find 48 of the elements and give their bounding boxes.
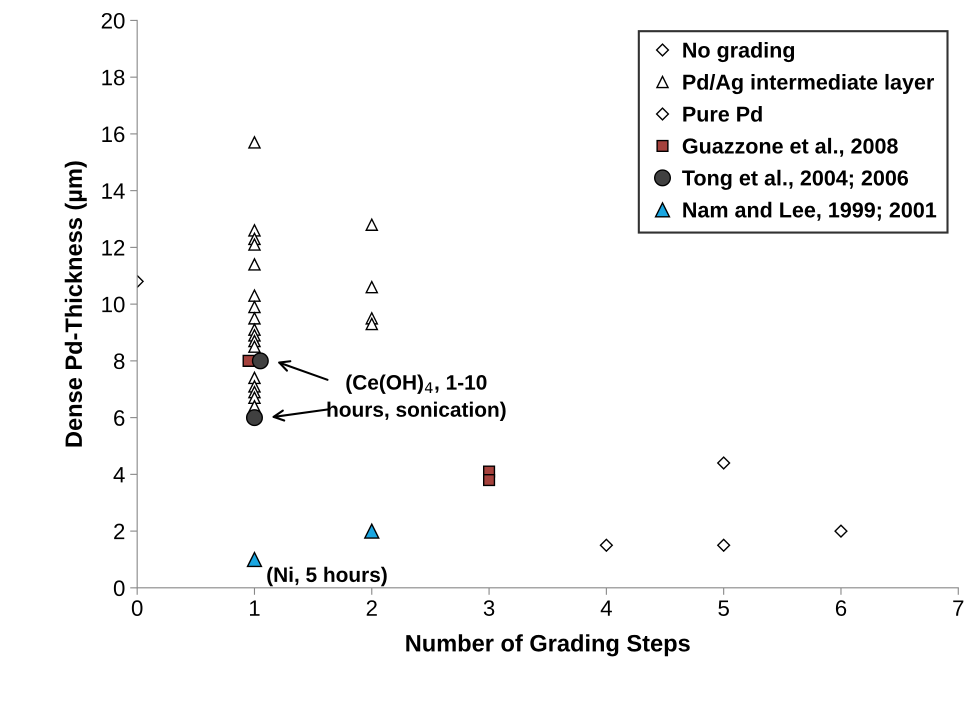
x-tick-label: 0 bbox=[132, 600, 142, 616]
legend-label: Nam and Lee, 1999; 2001 bbox=[683, 202, 936, 221]
point bbox=[717, 538, 730, 552]
legend-label: Guazzone et al., 2008 bbox=[682, 138, 898, 157]
x-tick-label: 4 bbox=[600, 600, 612, 616]
point bbox=[248, 312, 261, 325]
y-tick-label: 14 bbox=[102, 183, 125, 199]
y-tick-label: 2 bbox=[114, 524, 124, 540]
x-tick-label: 3 bbox=[484, 600, 494, 616]
y-tick-label: 16 bbox=[102, 126, 124, 142]
point bbox=[248, 136, 261, 149]
y-tick-label: 4 bbox=[114, 467, 125, 482]
x-tick-label: 2 bbox=[366, 600, 377, 616]
legend-label: Pd/Ag intermediate layer bbox=[683, 74, 934, 94]
point bbox=[366, 218, 378, 231]
y-tick-label: 8 bbox=[114, 353, 124, 370]
x-axis-title: Number of Grading Steps bbox=[406, 634, 690, 656]
point bbox=[366, 318, 378, 330]
legend-label: No grading bbox=[683, 42, 794, 62]
point bbox=[717, 456, 730, 470]
point bbox=[364, 523, 380, 539]
point bbox=[366, 280, 378, 294]
point bbox=[248, 238, 261, 251]
annotation: (Ni, 5 hours) bbox=[267, 566, 387, 586]
point bbox=[252, 352, 269, 370]
y-tick-label: 18 bbox=[102, 70, 124, 86]
y-tick-label: 12 bbox=[102, 240, 124, 256]
y-tick-label: 0 bbox=[114, 580, 124, 596]
x-tick-label: 1 bbox=[250, 600, 260, 616]
point bbox=[600, 538, 613, 552]
y-tick-label: 6 bbox=[114, 410, 124, 426]
y-axis-title: Dense Pd-Thickness (µm) bbox=[64, 161, 87, 446]
x-tick-label: 6 bbox=[836, 600, 846, 616]
legend-label: Pure Pd bbox=[683, 106, 762, 122]
point bbox=[248, 258, 261, 271]
point bbox=[248, 340, 261, 353]
x-tick-label: 7 bbox=[953, 600, 964, 616]
point bbox=[834, 524, 848, 538]
point bbox=[246, 409, 263, 426]
legend-label: Tong et al., 2004; 2006 bbox=[682, 170, 908, 190]
point bbox=[248, 289, 261, 302]
point bbox=[246, 552, 262, 568]
annotation: (Ce(OH)$_{4}$, 1-10 hours, sonication) bbox=[328, 374, 506, 422]
point bbox=[248, 300, 261, 314]
y-tick-label: 10 bbox=[102, 296, 124, 312]
point bbox=[482, 474, 496, 486]
y-tick-label: 20 bbox=[102, 12, 124, 29]
x-tick-label: 5 bbox=[718, 600, 729, 616]
